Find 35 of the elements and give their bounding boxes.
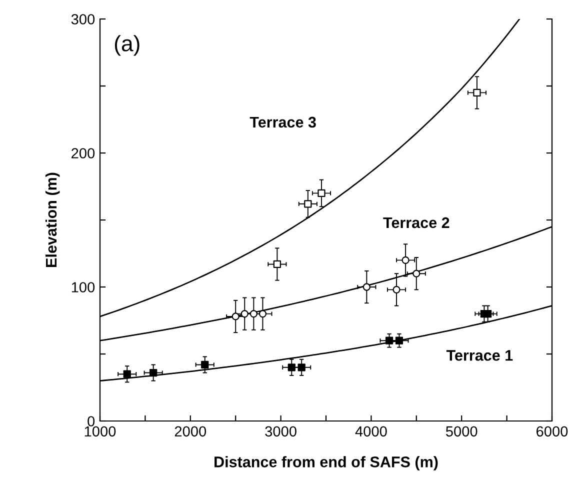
point: [304, 200, 312, 208]
point: [250, 310, 258, 318]
x-tick-label: 6000: [536, 426, 568, 437]
point: [258, 310, 267, 318]
y-tick-label: 100: [72, 282, 95, 292]
annotation: Terrace 3: [250, 116, 316, 128]
point: [484, 310, 492, 318]
x-axis-title: Distance from end of SAFS (m): [214, 456, 438, 470]
point: [392, 286, 400, 294]
x-tick-label: 5000: [446, 426, 478, 437]
x-tick-label: 2000: [174, 426, 206, 437]
x-tick-label: 3000: [265, 426, 296, 437]
point: [402, 256, 410, 264]
point: [201, 360, 209, 369]
point: [318, 189, 326, 198]
x-tick-label: 1000: [84, 426, 116, 437]
point: [412, 270, 420, 278]
point: [273, 260, 281, 268]
annotation: Terrace 2: [383, 217, 450, 228]
y-tick-label: 300: [71, 14, 95, 24]
annotation: Terrace 1: [446, 350, 513, 361]
annotation: (a): [114, 35, 140, 56]
point: [240, 310, 248, 318]
point: [150, 368, 158, 377]
point: [288, 364, 296, 372]
point: [298, 364, 306, 372]
x-tick-label: 4000: [355, 426, 387, 437]
y-tick-label: 200: [72, 148, 95, 158]
point: [385, 336, 394, 344]
y-tick-label: 0: [88, 416, 95, 426]
y-axis-title: Elevation (m): [45, 172, 60, 267]
point: [395, 336, 404, 344]
point: [473, 88, 481, 97]
point: [362, 283, 370, 291]
point: [123, 370, 131, 378]
